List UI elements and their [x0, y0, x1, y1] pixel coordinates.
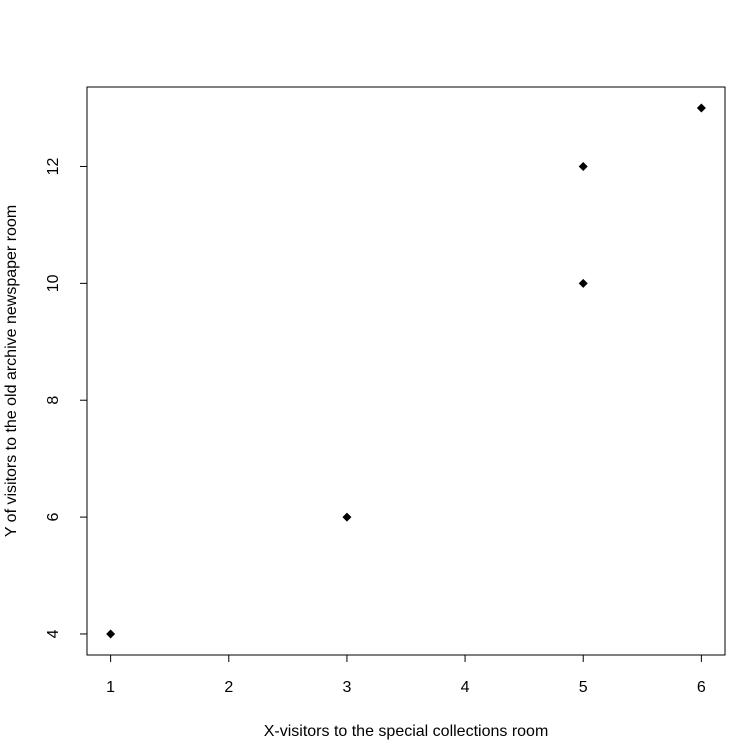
point: [578, 161, 588, 171]
x-axis-label: X-visitors to the special collections ro…: [264, 723, 549, 740]
point: [696, 103, 706, 113]
x-tick-label: 4: [461, 679, 470, 696]
point: [106, 629, 116, 639]
point: [578, 278, 588, 288]
y-tick-label: 12: [45, 157, 62, 175]
y-tick-label: 8: [45, 396, 62, 405]
y-tick-label: 4: [45, 629, 62, 638]
x-tick-label: 2: [224, 679, 233, 696]
point: [342, 512, 352, 522]
y-tick-label: 10: [45, 274, 62, 292]
x-tick-label: 6: [697, 679, 706, 696]
y-axis-label: Y of visitors to the old archive newspap…: [3, 205, 20, 537]
x-tick-label: 3: [342, 679, 351, 696]
plot-box: [86, 86, 726, 656]
y-tick-label: 6: [45, 513, 62, 522]
x-tick-label: 1: [106, 679, 115, 696]
x-tick-label: 5: [579, 679, 588, 696]
